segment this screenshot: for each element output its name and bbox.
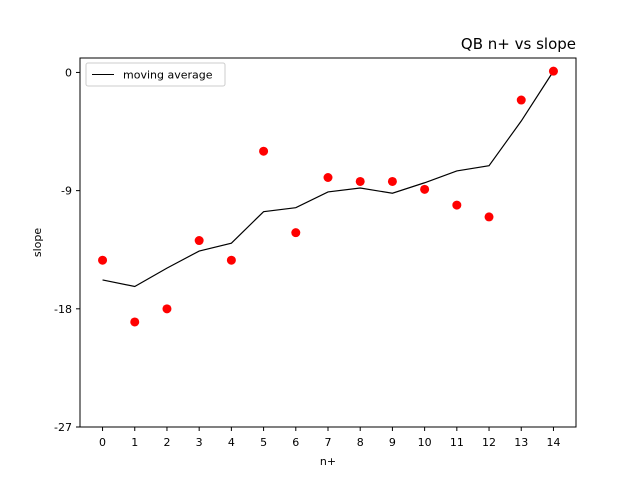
x-tick-label: 0 xyxy=(99,436,106,449)
data-point xyxy=(291,228,301,238)
data-point xyxy=(452,200,462,210)
data-point xyxy=(387,176,397,186)
x-tick-label: 8 xyxy=(357,436,364,449)
y-tick-label: -27 xyxy=(54,421,72,434)
x-tick-label: 6 xyxy=(292,436,299,449)
x-tick-label: 11 xyxy=(450,436,464,449)
data-point xyxy=(259,146,269,156)
data-point xyxy=(355,176,365,186)
x-tick-label: 3 xyxy=(196,436,203,449)
x-tick-label: 7 xyxy=(325,436,332,449)
data-point xyxy=(98,255,108,265)
x-axis: 0 1 2 3 4 5 6 7 8 9 10 11 12 13 14 xyxy=(99,427,560,449)
x-tick-label: 12 xyxy=(482,436,496,449)
data-point xyxy=(194,236,204,246)
x-tick-label: 5 xyxy=(260,436,267,449)
y-axis-label: slope xyxy=(31,228,44,257)
y-axis: 0 -9 -18 -27 xyxy=(54,66,80,434)
data-point xyxy=(420,184,430,194)
y-tick-label: 0 xyxy=(65,66,72,79)
x-tick-label: 14 xyxy=(546,436,560,449)
y-tick-label: -18 xyxy=(54,303,72,316)
data-point xyxy=(226,255,236,265)
x-tick-label: 9 xyxy=(389,436,396,449)
legend: moving average xyxy=(85,62,226,87)
x-axis-label: n+ xyxy=(320,455,336,468)
legend-box xyxy=(85,62,226,87)
data-point xyxy=(130,317,140,327)
chart-title: QB n+ vs slope xyxy=(461,35,576,53)
moving-average-line xyxy=(102,70,554,288)
x-tick-label: 1 xyxy=(131,436,138,449)
data-point xyxy=(548,66,558,76)
x-tick-label: 2 xyxy=(163,436,170,449)
data-point xyxy=(484,212,494,222)
legend-label-moving-average: moving average xyxy=(123,69,213,82)
x-tick-label: 13 xyxy=(514,436,528,449)
x-tick-label: 4 xyxy=(228,436,235,449)
data-point xyxy=(323,172,333,182)
data-point xyxy=(516,95,526,105)
y-tick-label: -9 xyxy=(61,185,72,198)
data-point xyxy=(162,304,172,314)
plot-area xyxy=(98,66,558,327)
x-tick-label: 10 xyxy=(418,436,432,449)
